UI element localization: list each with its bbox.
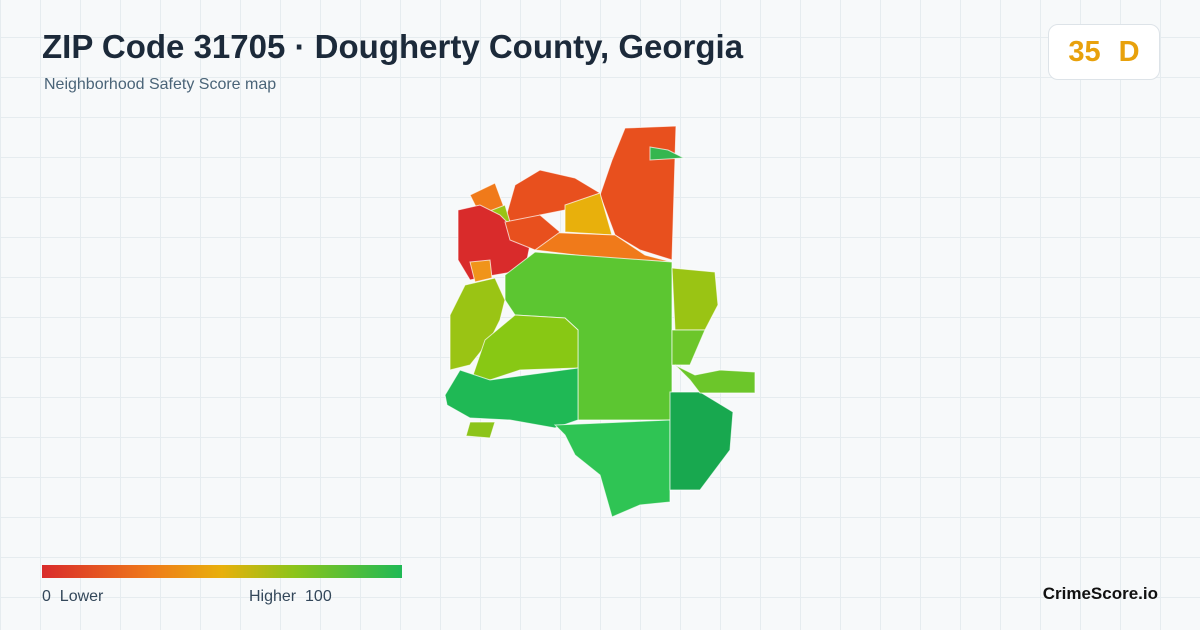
area xyxy=(669,391,734,491)
legend-max-label: Higher xyxy=(249,588,297,605)
area xyxy=(553,419,671,518)
area xyxy=(449,277,506,371)
title: ZIP Code 31705 · Dougherty County, Georg… xyxy=(42,28,744,65)
legend-min: 0 Lower xyxy=(42,588,103,606)
legend-max: Higher 100 xyxy=(249,588,332,606)
legend-scale xyxy=(42,565,402,578)
area xyxy=(444,367,579,429)
brand: CrimeScore.io xyxy=(1042,584,1158,603)
score-grade: D xyxy=(1118,35,1140,68)
legend-min-value: 0 xyxy=(42,588,51,605)
score-value: 35 xyxy=(1068,35,1101,68)
score-badge: 35 D xyxy=(1048,24,1160,80)
area xyxy=(671,267,719,331)
subtitle: Neighborhood Safety Score map xyxy=(44,76,277,93)
area xyxy=(671,329,706,366)
area xyxy=(465,421,496,439)
area xyxy=(469,259,493,283)
area xyxy=(504,214,561,251)
legend-max-value: 100 xyxy=(305,588,332,605)
area xyxy=(674,364,756,394)
area xyxy=(649,146,686,161)
legend-min-label: Lower xyxy=(59,588,104,605)
